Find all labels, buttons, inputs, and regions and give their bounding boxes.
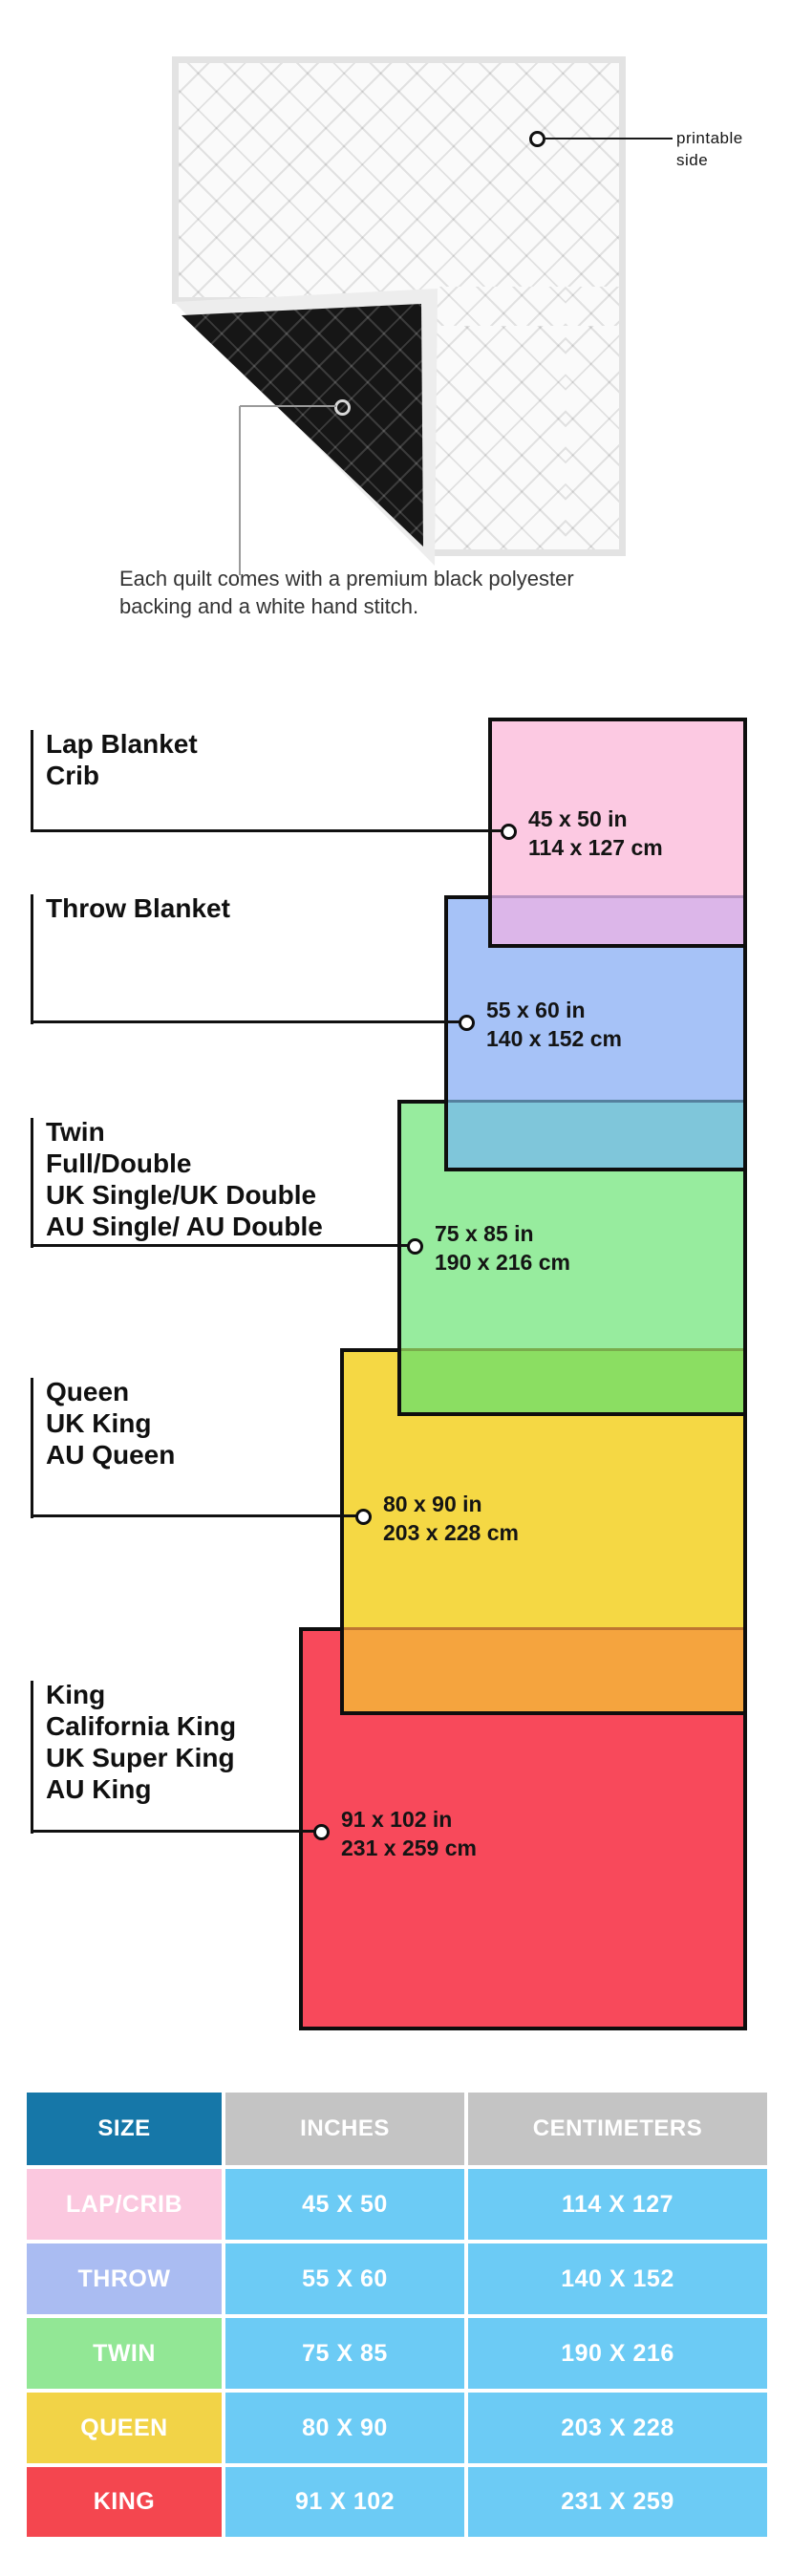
dimension-cm: 190 x 216 cm xyxy=(435,1250,570,1275)
leader-circle xyxy=(313,1824,330,1840)
leader-circle xyxy=(459,1015,475,1031)
size-rect-lap-crib xyxy=(488,718,747,948)
dimension-cm: 203 x 228 cm xyxy=(383,1520,519,1545)
table-cell-cm: 203 X 228 xyxy=(468,2393,767,2463)
size-label-lap-crib: Lap Blanket Crib xyxy=(46,728,198,791)
quilt-binding-top xyxy=(172,56,626,63)
table-cell-size: TWIN xyxy=(27,2318,222,2389)
backing-marker xyxy=(334,399,351,416)
leader-line xyxy=(32,1020,460,1023)
size-label-throw: Throw Blanket xyxy=(46,892,230,924)
table-cell-cm: 190 X 216 xyxy=(468,2318,767,2389)
size-dimensions-king: 91 x 102 in 231 x 259 cm xyxy=(341,1805,477,1862)
backing-leader-line-horizontal xyxy=(240,405,336,407)
size-label-line: AU Single/ AU Double xyxy=(46,1212,323,1241)
table-cell-size: LAP/CRIB xyxy=(27,2169,222,2240)
size-label-line: AU Queen xyxy=(46,1440,176,1470)
quilt-binding-right xyxy=(619,56,626,556)
size-label-twin: Twin Full/Double UK Single/UK Double AU … xyxy=(46,1116,323,1242)
size-label-line: UK Super King xyxy=(46,1743,235,1772)
table-cell-inches: 80 X 90 xyxy=(225,2393,464,2463)
backing-caption: Each quilt comes with a premium black po… xyxy=(119,565,574,620)
leader-line xyxy=(32,1830,315,1833)
dimension-cm: 140 x 152 cm xyxy=(486,1026,622,1051)
size-label-line: AU King xyxy=(46,1774,152,1804)
size-label-line: UK Single/UK Double xyxy=(46,1180,317,1210)
quilt-front-top xyxy=(172,56,626,304)
leader-circle xyxy=(407,1238,423,1255)
table-header-centimeters: CENTIMETERS xyxy=(468,2093,767,2165)
label-bracket xyxy=(31,730,33,832)
label-bracket xyxy=(31,1681,33,1834)
printable-side-label-line: side xyxy=(676,151,709,169)
size-label-line: California King xyxy=(46,1711,237,1741)
size-label-line: Full/Double xyxy=(46,1148,192,1178)
table-cell-cm: 114 X 127 xyxy=(468,2169,767,2240)
dimension-cm: 114 x 127 cm xyxy=(528,835,663,860)
leader-line xyxy=(32,1514,357,1517)
dimension-inches: 75 x 85 in xyxy=(435,1221,534,1246)
dimension-inches: 91 x 102 in xyxy=(341,1807,453,1832)
size-label-line: Twin xyxy=(46,1117,105,1147)
table-cell-cm: 140 X 152 xyxy=(468,2243,767,2314)
size-dimensions-twin: 75 x 85 in 190 x 216 cm xyxy=(435,1219,570,1277)
table-cell-size: QUEEN xyxy=(27,2393,222,2463)
size-dimensions-throw: 55 x 60 in 140 x 152 cm xyxy=(486,996,622,1053)
dimension-inches: 80 x 90 in xyxy=(383,1492,482,1516)
size-table: SIZE INCHES CENTIMETERS LAP/CRIB 45 X 50… xyxy=(27,2093,767,2537)
dimension-cm: 231 x 259 cm xyxy=(341,1835,477,1860)
label-bracket xyxy=(31,894,33,1024)
size-label-line: Queen xyxy=(46,1377,130,1406)
table-cell-inches: 45 X 50 xyxy=(225,2169,464,2240)
leader-line xyxy=(32,1244,409,1247)
table-cell-inches: 75 X 85 xyxy=(225,2318,464,2389)
quilt-front-right xyxy=(429,287,626,556)
quilt-binding-left xyxy=(172,56,179,304)
label-bracket xyxy=(31,1118,33,1248)
leader-line xyxy=(32,829,502,832)
black-backing-fold xyxy=(182,304,423,547)
table-cell-inches: 55 X 60 xyxy=(225,2243,464,2314)
table-header-inches: INCHES xyxy=(225,2093,464,2165)
dimension-inches: 55 x 60 in xyxy=(486,998,586,1022)
table-cell-size: THROW xyxy=(27,2243,222,2314)
backing-caption-line: backing and a white hand stitch. xyxy=(119,594,419,618)
size-label-line: Throw Blanket xyxy=(46,893,230,923)
printable-side-label-line: printable xyxy=(676,129,743,147)
backing-leader-line-vertical xyxy=(239,406,241,575)
size-label-line: UK King xyxy=(46,1408,152,1438)
dimension-inches: 45 x 50 in xyxy=(528,806,628,831)
size-label-king: King California King UK Super King AU Ki… xyxy=(46,1679,236,1805)
leader-circle xyxy=(355,1509,372,1525)
printable-side-leader-line xyxy=(545,138,673,140)
label-bracket xyxy=(31,1378,33,1518)
size-label-line: Crib xyxy=(46,761,99,790)
size-label-line: King xyxy=(46,1680,106,1709)
quilt-binding-bottom xyxy=(429,549,626,556)
printable-side-marker xyxy=(529,131,545,147)
size-dimensions-lap-crib: 45 x 50 in 114 x 127 cm xyxy=(528,805,663,862)
backing-caption-line: Each quilt comes with a premium black po… xyxy=(119,567,574,590)
printable-side-label: printable side xyxy=(676,127,743,171)
size-dimensions-queen: 80 x 90 in 203 x 228 cm xyxy=(383,1490,519,1547)
table-cell-inches: 91 X 102 xyxy=(225,2467,464,2537)
table-cell-cm: 231 X 259 xyxy=(468,2467,767,2537)
size-label-line: Lap Blanket xyxy=(46,729,198,759)
table-cell-size: KING xyxy=(27,2467,222,2537)
size-label-queen: Queen UK King AU Queen xyxy=(46,1376,175,1470)
leader-circle xyxy=(501,824,517,840)
table-header-size: SIZE xyxy=(27,2093,222,2165)
